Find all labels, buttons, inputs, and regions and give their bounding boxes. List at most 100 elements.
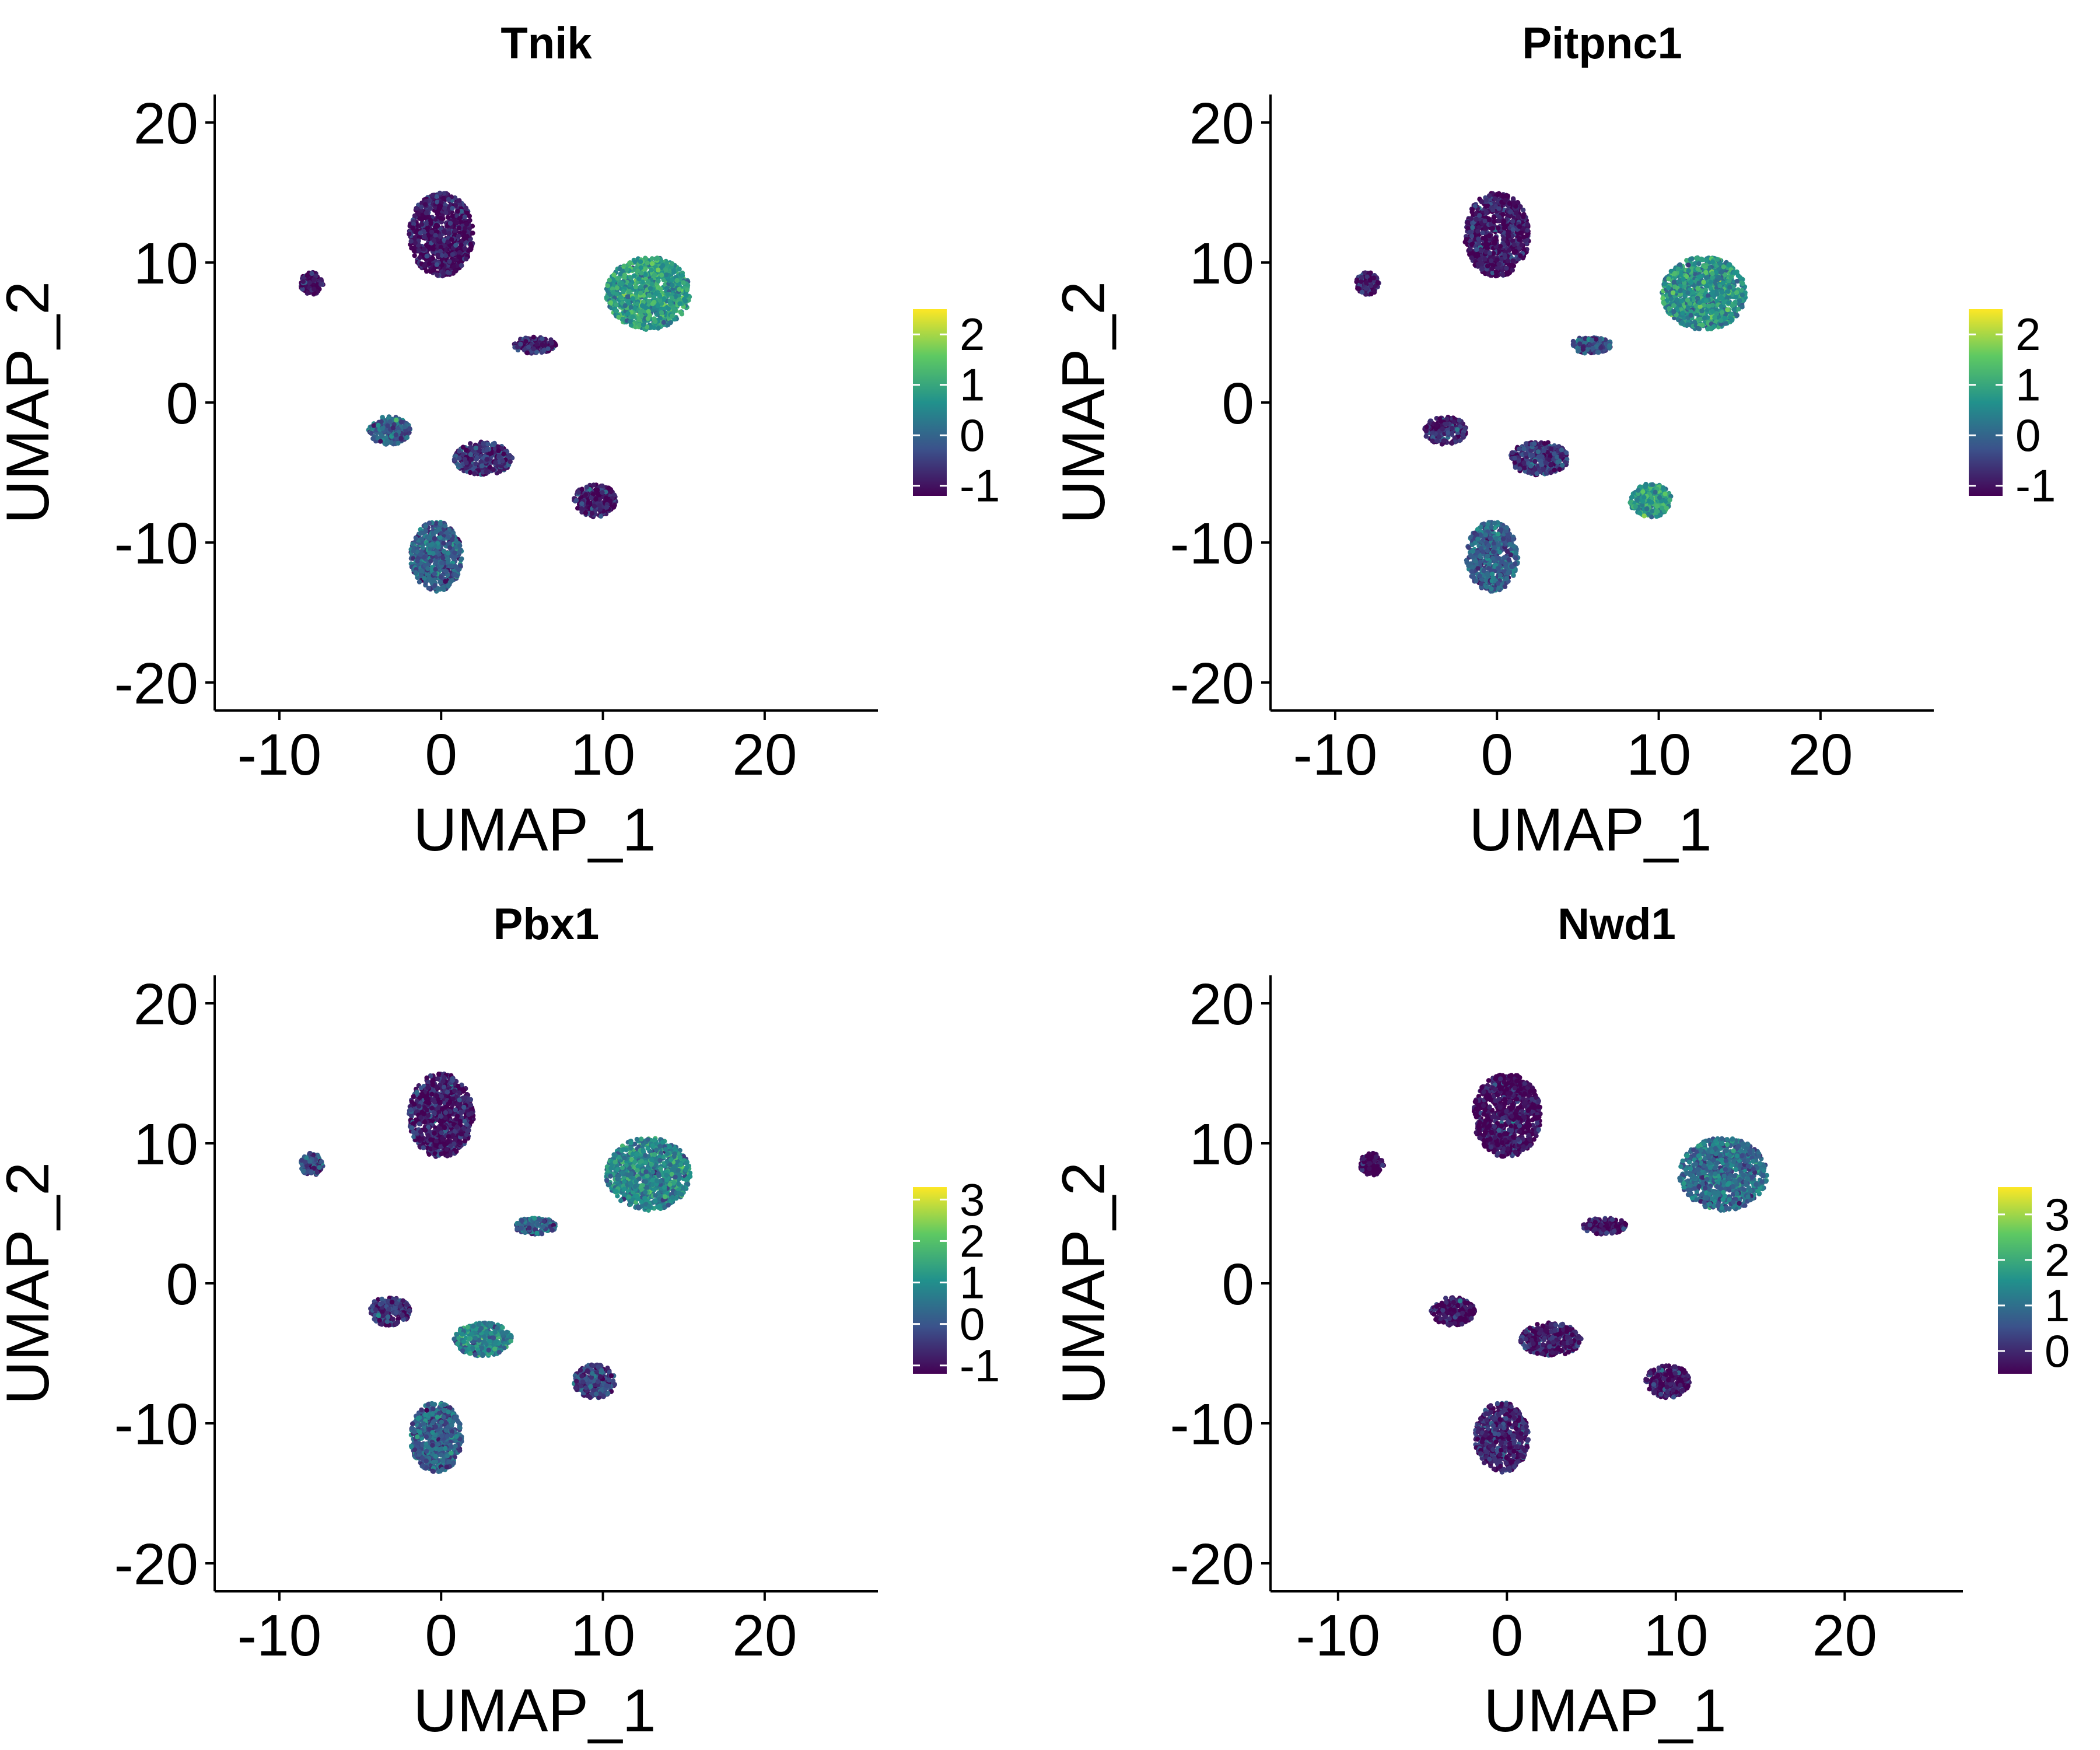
scatter-point [398,419,404,425]
scatter-point [446,551,451,556]
scatter-point [1474,247,1479,253]
scatter-point [456,225,462,231]
scatter-point [1493,270,1499,275]
scatter-point [1468,246,1473,252]
scatter-point [670,313,675,318]
scatter-point [646,299,652,304]
scatter-point [1525,222,1530,227]
scatter-point [402,424,408,429]
scatter-point [421,246,426,251]
scatter-point [526,344,531,349]
scatter-point [591,482,596,488]
scatter-point [450,537,455,542]
scatter-point [518,341,523,346]
scatter-point [589,510,595,516]
scatter-point [472,471,477,477]
scatter-point [534,342,540,347]
scatter-point [376,422,381,428]
scatter-point [425,566,430,572]
scatter-point [464,256,469,262]
scatter-point [446,534,451,540]
scatter-point [500,459,505,464]
scatter-point [1483,209,1489,215]
x-tick-label: 20 [732,722,797,788]
scatter-point [654,256,660,261]
scatter-point [455,208,460,214]
scatter-point [1479,267,1485,272]
scatter-point [424,210,429,216]
scatter-point [655,267,661,272]
scatter-point [1728,274,1734,280]
colorbar-tick-label: -1 [960,460,1000,512]
scatter-point [442,205,447,211]
scatter-point [1482,218,1488,223]
scatter-point [443,579,448,584]
scatter-point [1504,265,1509,271]
x-tick-label: 10 [570,722,635,788]
scatter-point [427,550,432,556]
scatter-point [474,456,480,462]
scatter-point [1482,257,1488,262]
scatter-point [436,527,442,532]
scatter-point [457,456,462,461]
scatter-point [423,524,428,529]
scatter-point [419,216,425,222]
scatter-point [607,278,612,283]
scatter-point [639,271,644,276]
scatter-point [1492,240,1497,246]
scatter-point [450,206,455,211]
scatter-point [638,259,643,264]
scatter-point [433,233,438,238]
scatter-point [318,282,324,287]
scatter-point [426,261,432,267]
scatter-point [443,523,448,528]
scatter-point [446,231,452,236]
scatter-point [463,205,469,211]
scatter-point [583,492,589,497]
scatter-point [579,487,584,492]
x-tick-label: -10 [237,722,322,788]
scatter-point [458,557,464,563]
scatter-point [1505,258,1511,264]
scatter-point [441,195,446,201]
scatter-point [1508,209,1513,214]
scatter-point [614,285,620,290]
scatter-point [428,206,433,211]
scatter-point [1475,261,1480,267]
scatter-point [407,232,412,237]
scatter-point [493,460,498,466]
scatter-point [419,222,425,227]
scatter-point [616,314,621,320]
scatter-point [593,496,598,502]
y-axis-label: UMAP_2 [0,281,62,524]
scatter-point [424,221,429,226]
scatter-point [370,436,376,442]
scatter-point [457,254,462,260]
scatter-point [429,541,435,547]
scatter-point [496,453,502,459]
scatter-point [419,536,425,542]
scatter-point [1500,212,1506,217]
scatter-point [600,483,605,489]
scatter-point [416,579,422,584]
scatter-point [1496,261,1502,267]
scatter-point [653,318,658,324]
scatter-point [438,535,443,540]
scatter-point [611,272,617,278]
scatter-point [473,445,478,451]
scatter-point [523,339,528,344]
scatter-point [614,308,620,314]
scatter-point [432,571,438,576]
scatter-point [492,440,497,446]
scatter-point [429,229,435,235]
scatter-point [426,586,431,591]
scatter-point [447,220,453,226]
scatter-point [625,294,631,299]
scatter-point [470,230,475,236]
scatter-point [312,286,317,292]
scatter-point [1492,196,1497,201]
scatter-point [479,463,485,468]
y-tick-label: 0 [166,371,198,436]
